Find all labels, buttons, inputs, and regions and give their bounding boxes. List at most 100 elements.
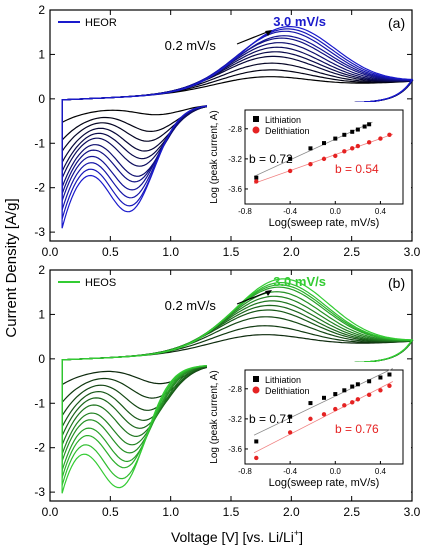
inset-point-delithiation	[308, 416, 313, 422]
annotation-low-rate: 0.2 mV/s	[165, 38, 217, 53]
inset-y-label: Log (peak current, A)	[209, 110, 220, 203]
inset-x-tick-label: -0.8	[238, 207, 252, 216]
y-tick-label: 1	[38, 47, 45, 61]
inset-point-lithiation	[342, 388, 347, 393]
y-tick-label: -2	[34, 181, 45, 195]
x-axis-label: Voltage [V] [vs. Li/Li+]	[171, 528, 303, 545]
inset-legend-marker	[252, 386, 260, 394]
inset-y-tick-label: -3.2	[228, 415, 242, 424]
inset-point-delithiation	[350, 146, 355, 151]
inset-background	[207, 102, 411, 236]
y-tick-label: -3	[34, 485, 45, 499]
x-axis-label-superscript: +	[294, 528, 299, 538]
inset-point-lithiation	[342, 132, 347, 137]
inset-point-delithiation	[321, 412, 327, 417]
inset-x-tick-label: 0.0	[330, 207, 342, 216]
inset-point-delithiation	[333, 406, 338, 412]
y-tick-label: 1	[38, 307, 45, 321]
y-axis-label: Current Density [A/g]	[3, 198, 20, 337]
inset-point-lithiation	[333, 392, 338, 397]
inset-point-delithiation	[355, 143, 361, 149]
inset-x-tick-label: 0.4	[375, 207, 387, 216]
x-tick-label: 0.5	[102, 505, 119, 519]
inset-point-lithiation	[362, 124, 367, 129]
legend-label: HEOR	[85, 17, 117, 29]
y-tick-label: 2	[38, 263, 45, 277]
inset-point-lithiation	[322, 395, 326, 400]
inset-x-tick-label: -0.8	[238, 467, 252, 476]
annotation-low-rate: 0.2 mV/s	[165, 298, 217, 313]
x-tick-label: 1.0	[162, 505, 179, 519]
x-tick-label: 0.0	[42, 505, 59, 519]
inset-x-label: Log(sweep rate, mV/s)	[269, 217, 380, 229]
inset-legend-label: Lithiation	[265, 115, 301, 125]
x-tick-label: 0.0	[42, 245, 59, 259]
inset-x-tick-label: -0.4	[283, 207, 297, 216]
inset-frame	[244, 109, 404, 205]
inset-legend-label: Lithiation	[265, 375, 301, 385]
y-tick-label: 0	[38, 352, 45, 366]
inset-point-delithiation	[350, 400, 355, 405]
inset-point-lithiation	[350, 384, 355, 389]
y-tick-label: -1	[34, 136, 45, 150]
x-tick-label: 2.0	[283, 245, 300, 259]
cv-curve-3-mv-s	[61, 278, 414, 494]
inset-fit-label: b = 0.72	[249, 152, 293, 166]
annotation-arrow	[236, 30, 270, 45]
inset-point-delithiation	[254, 179, 259, 184]
x-tick-label: 1.5	[223, 245, 240, 259]
inset-point-delithiation	[254, 455, 259, 461]
inset-legend-label: Delithiation	[265, 386, 310, 396]
legend-label: HEOS	[85, 277, 116, 289]
inset-x-label: Log(sweep rate, mV/s)	[269, 477, 380, 489]
inset-point-delithiation	[387, 383, 392, 388]
inset-point-delithiation	[342, 149, 347, 154]
inset-point-delithiation	[387, 132, 392, 138]
inset-fit-label: b = 0.54	[335, 162, 379, 176]
x-tick-label: 2.5	[343, 245, 360, 259]
inset-point-lithiation	[322, 141, 326, 146]
panel-label: (b)	[388, 275, 405, 291]
inset-y-tick-label: -2.8	[228, 125, 242, 134]
inset-point-lithiation	[288, 414, 293, 419]
inset-point-lithiation	[355, 382, 360, 387]
x-axis-label-main: Voltage [V] [vs. Li/Li	[171, 529, 294, 545]
inset-point-delithiation	[342, 403, 347, 408]
inset-legend-marker	[253, 376, 259, 382]
inset-point-lithiation	[254, 439, 259, 444]
x-tick-label: 0.5	[102, 245, 119, 259]
x-tick-label: 1.0	[162, 245, 179, 259]
inset-fit-label: b = 0.71	[249, 412, 293, 426]
x-tick-label: 3.0	[404, 245, 421, 259]
y-tick-label: 2	[38, 3, 45, 17]
inset-legend-marker	[253, 116, 259, 122]
x-tick-label: 2.5	[343, 505, 360, 519]
panel-label: (a)	[388, 15, 405, 31]
inset-point-delithiation	[378, 388, 383, 393]
inset-point-lithiation	[254, 175, 259, 180]
inset-point-lithiation	[333, 136, 338, 141]
y-tick-label: -1	[34, 396, 45, 410]
annotation-high-rate: 3.0 mV/s	[273, 14, 326, 29]
y-tick-label: -2	[34, 441, 45, 455]
inset-point-lithiation	[308, 401, 313, 406]
annotation-arrow	[236, 290, 270, 305]
inset-point-lithiation	[308, 146, 313, 151]
inset-fit-label: b = 0.76	[335, 422, 379, 436]
inset-point-delithiation	[308, 161, 313, 167]
inset-y-tick-label: -2.8	[228, 385, 242, 394]
annotation-arrow-head	[265, 30, 273, 36]
inset-point-lithiation	[350, 129, 355, 134]
inset-y-label: Log (peak current, A)	[209, 370, 220, 463]
inset-point-delithiation	[287, 168, 293, 174]
x-tick-label: 2.0	[283, 505, 300, 519]
x-axis-label-end: ]	[299, 529, 303, 545]
inset-y-tick-label: -3.6	[228, 445, 242, 454]
inset-point-lithiation	[355, 127, 360, 132]
inset-point-delithiation	[355, 397, 361, 402]
y-tick-label: 0	[38, 92, 45, 106]
inset-point-delithiation	[333, 153, 338, 159]
x-tick-label: 3.0	[404, 505, 421, 519]
inset-y-tick-label: -3.6	[228, 185, 242, 194]
